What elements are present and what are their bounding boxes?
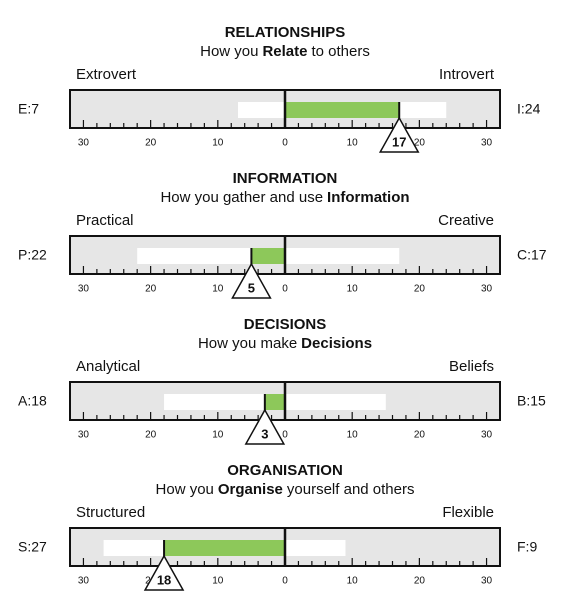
section-title: INFORMATION [233,170,338,187]
right-pole: Flexible [442,504,494,521]
subtitle-part: How you make [198,335,297,352]
subtitle-part: Decisions [301,335,372,352]
left-score-bar [164,394,285,410]
left-score-bar [237,102,285,118]
section-subtitle: How you Relate to others [200,43,370,60]
right-score: F:9 [517,539,537,555]
subtitle-part: Relate [262,43,307,60]
difference-marker [244,408,286,445]
tick-label: 0 [282,138,288,149]
tick-label: 10 [212,284,224,295]
difference-bar [264,394,285,410]
tick-label: 20 [414,138,426,149]
right-score: I:24 [517,101,541,117]
tick-label: 10 [347,576,359,587]
tick-label: 10 [212,430,224,441]
section-title: DECISIONS [244,316,327,333]
tick-label: 30 [78,284,90,295]
section-subtitle: How you gather and use Information [160,189,409,206]
section-title: RELATIONSHIPS [225,24,346,41]
subtitle-part: Organise [218,481,283,498]
subtitle-part: to others [312,43,370,60]
right-pole: Introvert [439,66,495,83]
difference-bar [251,248,285,264]
subtitle-part: How you [156,481,214,498]
difference-marker [378,116,420,153]
difference-label: 18 [157,572,171,587]
subtitle-part: yourself and others [287,481,415,498]
subtitle-part: Information [327,189,410,206]
right-pole: Beliefs [449,358,494,375]
tick-label: 10 [212,138,224,149]
tick-label: 10 [347,138,359,149]
tick-label: 10 [347,284,359,295]
subtitle-part: How you gather and use [160,189,323,206]
left-pole: Structured [76,504,145,521]
tick-label: 30 [78,430,90,441]
section-title: ORGANISATION [227,462,343,479]
tick-label: 30 [481,284,493,295]
difference-bar [285,102,400,118]
difference-label: 5 [248,280,255,295]
left-score: P:22 [18,247,47,263]
tick-label: 10 [347,430,359,441]
left-score-bar [137,248,285,264]
right-pole: Creative [438,212,494,229]
difference-marker [231,262,272,299]
tick-label: 0 [282,284,288,295]
left-pole: Practical [76,212,134,229]
tick-label: 20 [145,284,157,295]
left-score: S:27 [18,539,47,555]
left-score: A:18 [18,393,47,409]
tick-label: 20 [414,430,426,441]
tick-label: 30 [78,138,90,149]
tick-label: 10 [212,576,224,587]
right-score-bar [285,540,346,556]
subtitle-part: How you [200,43,258,60]
difference-label: 17 [392,134,406,149]
left-pole: Extrovert [76,66,137,83]
tick-label: 30 [481,138,493,149]
section-subtitle: How you Organise yourself and others [156,481,415,498]
tick-label: 30 [481,430,493,441]
section-subtitle: How you make Decisions [198,335,372,352]
difference-marker [143,554,185,591]
tick-label: 30 [78,576,90,587]
tick-label: 20 [145,138,157,149]
right-score: B:15 [517,393,546,409]
left-score: E:7 [18,101,39,117]
difference-bar [164,540,285,556]
tick-label: 20 [414,576,426,587]
left-pole: Analytical [76,358,140,375]
tick-label: 30 [481,576,493,587]
right-score-bar [285,248,400,264]
difference-label: 3 [261,426,268,441]
tick-label: 20 [414,284,426,295]
right-score: C:17 [517,247,547,263]
tick-label: 0 [282,576,288,587]
tick-label: 0 [282,430,288,441]
tick-label: 20 [145,430,157,441]
right-score-bar [285,394,386,410]
